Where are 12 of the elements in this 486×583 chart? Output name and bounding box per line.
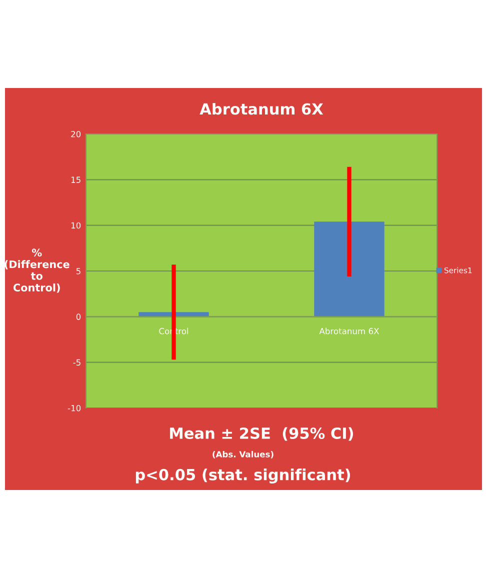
y-tick-label: 5	[76, 268, 80, 274]
x-axis-title: Mean ± 2SE (95% CI)	[170, 427, 354, 441]
y-tick-label: -5	[73, 359, 80, 366]
y-axis-title: % (Difference to Control)	[4, 248, 70, 293]
y-tick-label: 20	[71, 130, 81, 138]
text: p<0.05 (stat. significant)	[136, 468, 350, 484]
y-tick-label: 0	[76, 314, 81, 320]
y-tick-label: 10	[71, 222, 81, 229]
y-tick-label: 15	[71, 176, 80, 183]
chart-title: Abrotanum 6X	[200, 102, 324, 115]
text: (Abs. Values)	[212, 450, 274, 458]
y-tick-label: -10	[68, 404, 81, 412]
